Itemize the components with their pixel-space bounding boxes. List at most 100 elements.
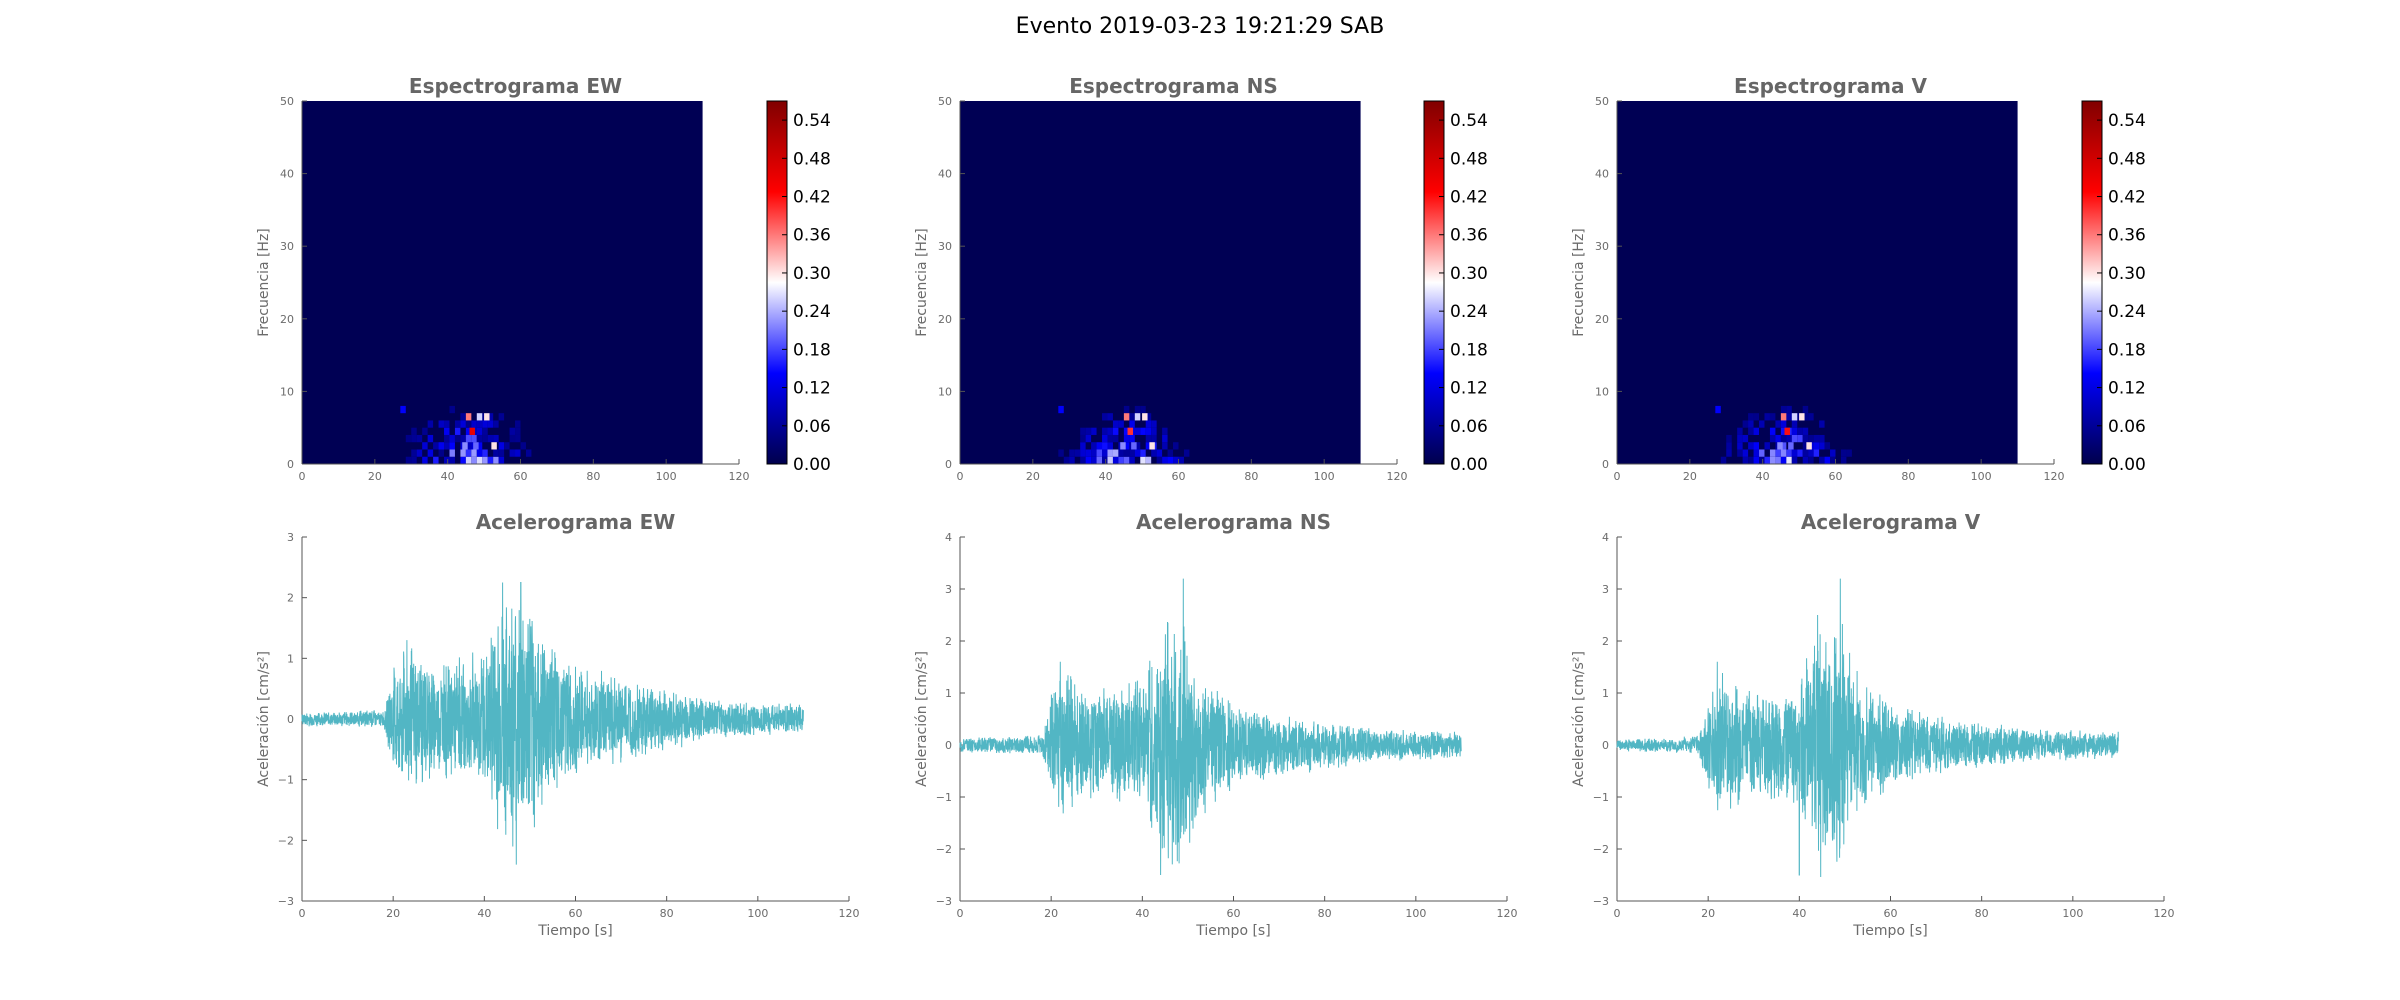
- spectrogram-cell: [1791, 427, 1798, 435]
- spectrogram-cell: [476, 456, 483, 464]
- spectrogram-cell: [1769, 413, 1776, 421]
- spectrogram-cell: [1134, 405, 1141, 414]
- spectrogram-cell: [1791, 434, 1798, 443]
- spectrogram-cell: [1123, 434, 1130, 443]
- spectrogram-cell: [493, 420, 499, 428]
- spectrogram-cell: [449, 449, 455, 457]
- x-tick-label: 40: [477, 907, 491, 920]
- spectrogram-cell: [1797, 449, 1803, 457]
- spectrogram-cell: [1096, 456, 1103, 464]
- y-axis-label: Aceleración [cm/s²]: [256, 651, 272, 787]
- y-axis-label: Frecuencia [Hz]: [914, 228, 930, 337]
- spectrogram-cell: [1753, 456, 1760, 464]
- x-tick-label: 60: [1829, 470, 1843, 483]
- x-tick-label: 120: [729, 470, 750, 483]
- y-tick-label: 10: [938, 385, 952, 398]
- spectrogram-cell: [1058, 449, 1064, 457]
- spectrogram-cell: [422, 456, 428, 464]
- spectrogram-cell: [1775, 420, 1781, 428]
- spectrogram-hotspot: [400, 405, 406, 414]
- colorbar-tick-label: 0.42: [2108, 188, 2146, 208]
- spectrogram-cell: [1085, 456, 1092, 464]
- colorbar-0: 0.00 0.06 0.12 0.18 0.24 0.30 0.36 0.42 0.48 0.54: [766, 100, 831, 475]
- x-tick-label: 80: [1318, 907, 1332, 920]
- spectrogram-cell: [1775, 434, 1781, 443]
- spectrogram-cell: [1759, 456, 1765, 464]
- spectrogram-cell: [1107, 427, 1113, 435]
- y-tick-label: 50: [280, 95, 294, 108]
- spectrogram-cell: [1085, 427, 1092, 435]
- spectrogram-cell: [1769, 434, 1776, 443]
- spectrogram-cell: [438, 449, 445, 457]
- spectrogram-cell: [1786, 456, 1792, 464]
- colorbar-tick-label: 0.48: [793, 149, 831, 169]
- colorbar-2: 0.00 0.06 0.12 0.18 0.24 0.30 0.36 0.42 0.48 0.54: [2081, 100, 2146, 475]
- spectrogram-cell: [1726, 434, 1732, 443]
- spectrogram-hotspot: [1134, 413, 1141, 421]
- spectrogram-cell: [1780, 449, 1787, 457]
- spectrogram-cell: [515, 434, 521, 443]
- y-tick-label: 40: [280, 168, 294, 181]
- spectrogram-cell: [405, 434, 412, 443]
- spectrogram-cell: [1134, 449, 1141, 457]
- spectrogram-cell: [1759, 420, 1765, 428]
- x-tick-label: 100: [747, 907, 768, 920]
- spectrogram-cell: [1802, 434, 1809, 443]
- x-tick-label: 0: [1614, 907, 1621, 920]
- x-tick-label: 100: [1971, 470, 1992, 483]
- spectrogram-cell: [465, 420, 472, 428]
- spectrogram-cell: [1145, 427, 1152, 435]
- x-tick-label: 0: [299, 470, 306, 483]
- spectrogram-cell: [1129, 456, 1135, 464]
- chart-title: Espectrograma NS: [1069, 74, 1278, 98]
- spectrogram-hotspot: [1715, 405, 1721, 414]
- spectrogram-cell: [465, 427, 472, 435]
- spectrogram-cell: [444, 427, 450, 435]
- spectrogram-cell: [1742, 434, 1749, 443]
- spectrogram-cell: [1140, 449, 1146, 457]
- spectrogram-cell: [1085, 449, 1092, 457]
- spectrogram-cell: [515, 449, 521, 457]
- spectrogram-cell: [1737, 442, 1743, 450]
- x-tick-label: 100: [656, 470, 677, 483]
- y-tick-label: −2: [278, 834, 294, 847]
- spectrogram-hotspot: [1791, 413, 1798, 421]
- spectrogram-cell: [1780, 442, 1787, 450]
- y-tick-label: 2: [287, 592, 294, 605]
- spectrogram-cell: [1123, 405, 1130, 414]
- spectrogram-cell: [460, 413, 466, 421]
- spectrogram-cell: [1830, 449, 1836, 457]
- spectrogram-cell: [471, 420, 477, 428]
- y-axis-label: Frecuencia [Hz]: [256, 228, 272, 337]
- spectrogram-cell: [1797, 434, 1803, 443]
- spectrogram-cell: [1134, 442, 1141, 450]
- spectrogram-cell: [1737, 449, 1743, 457]
- y-tick-label: 20: [280, 313, 294, 326]
- spectrogram-cell: [1802, 442, 1809, 450]
- spectrogram-cell: [1102, 434, 1108, 443]
- x-tick-label: 120: [2154, 907, 2175, 920]
- x-tick-label: 120: [1497, 907, 1518, 920]
- colorbar-tick-label: 0.00: [1450, 455, 1488, 475]
- spectrogram-cell: [427, 449, 434, 457]
- spectrogram-hotspot: [484, 413, 490, 421]
- spectrogram-cell: [1173, 456, 1179, 464]
- y-tick-label: −1: [278, 774, 294, 787]
- x-tick-label: 60: [1884, 907, 1898, 920]
- spectrogram-hotspot: [1799, 413, 1805, 421]
- spectrogram-cell: [509, 434, 516, 443]
- x-tick-label: 40: [1135, 907, 1149, 920]
- y-tick-label: 0: [945, 458, 952, 471]
- spectrogram-cell: [1819, 420, 1825, 428]
- colorbar-tick-label: 0.48: [2108, 149, 2146, 169]
- x-tick-label: 40: [1099, 470, 1113, 483]
- x-tick-label: 20: [1701, 907, 1715, 920]
- colorbar-scale: [2081, 100, 2103, 465]
- spectrogram-cell: [460, 434, 466, 443]
- y-axis-label: Frecuencia [Hz]: [1571, 228, 1587, 337]
- spectrogram-hotspot: [1780, 413, 1787, 421]
- colorbar-tick-label: 0.24: [793, 302, 831, 322]
- x-tick-label: 80: [1244, 470, 1258, 483]
- spectrogram-cell: [454, 420, 461, 428]
